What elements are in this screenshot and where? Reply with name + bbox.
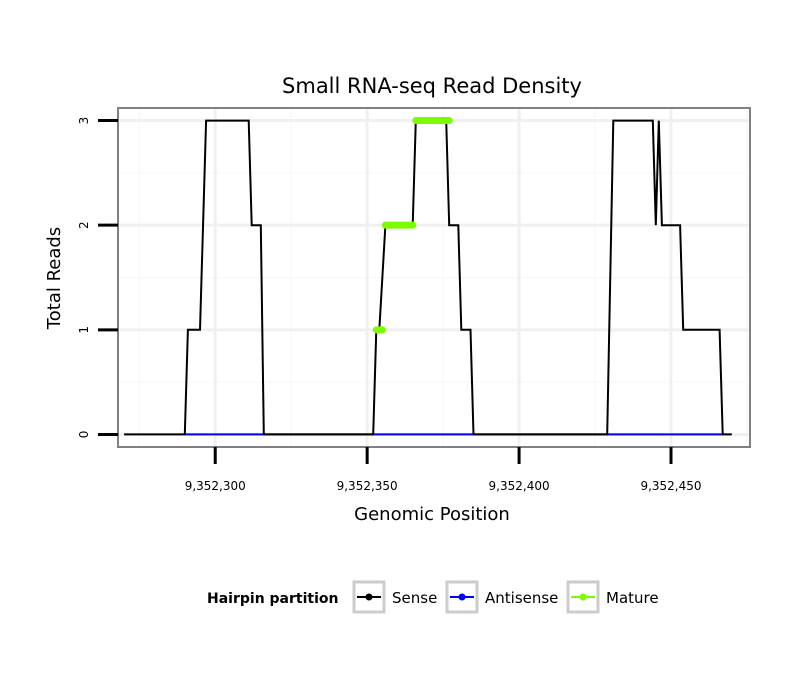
y-tick-label: 2 <box>77 221 91 229</box>
legend: Hairpin partition Sense Antisense Mature <box>207 580 659 614</box>
legend-item-sense: Sense <box>352 580 437 614</box>
x-tick-label: 9,352,300 <box>185 479 246 493</box>
chart-title: Small RNA-seq Read Density <box>282 74 582 98</box>
panel-border <box>117 107 751 448</box>
x-tick-label: 9,352,400 <box>489 479 550 493</box>
legend-key-point <box>458 593 466 601</box>
legend-label: Mature <box>606 589 659 607</box>
legend-title: Hairpin partition <box>207 591 338 607</box>
legend-item-antisense: Antisense <box>445 580 558 614</box>
series-layer <box>124 117 732 436</box>
x-tick-label: 9,352,450 <box>640 479 701 493</box>
legend-key-point <box>365 593 373 601</box>
x-tick-label: 9,352,350 <box>337 479 398 493</box>
grid <box>118 108 750 447</box>
x-axis-title: Genomic Position <box>354 504 510 525</box>
y-axis-title: Total Reads <box>44 227 65 330</box>
y-tick-label: 3 <box>77 117 91 125</box>
y-tick-label: 1 <box>77 326 91 334</box>
axes: 9,352,300 9,352,350 9,352,400 9,352,450 0 1 2 3 <box>77 117 702 493</box>
y-tick-label: 0 <box>77 431 91 439</box>
legend-label: Antisense <box>485 589 558 607</box>
legend-item-mature: Mature <box>566 580 659 614</box>
series-sense-line <box>124 119 732 436</box>
legend-label: Sense <box>392 589 437 607</box>
legend-key-point <box>579 593 587 601</box>
